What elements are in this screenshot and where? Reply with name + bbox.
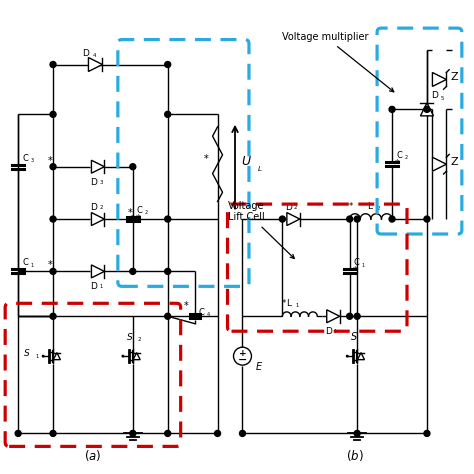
Circle shape: [50, 268, 56, 274]
Text: C: C: [137, 206, 143, 215]
Circle shape: [130, 164, 136, 170]
Text: $_4$: $_4$: [92, 51, 97, 60]
Text: E: E: [256, 362, 262, 372]
Circle shape: [50, 430, 56, 437]
Text: *: *: [352, 266, 357, 276]
Polygon shape: [91, 160, 104, 173]
Text: S: S: [351, 332, 357, 342]
Text: −: −: [238, 355, 247, 365]
Text: *: *: [136, 214, 140, 224]
Text: D: D: [91, 178, 97, 187]
Text: L: L: [367, 201, 372, 210]
Text: D: D: [91, 283, 97, 292]
Text: C: C: [22, 258, 28, 267]
Polygon shape: [420, 103, 433, 116]
Circle shape: [50, 62, 56, 67]
Circle shape: [389, 216, 395, 222]
Text: $_1$: $_1$: [333, 327, 338, 336]
Circle shape: [50, 111, 56, 118]
Text: C: C: [199, 308, 204, 317]
Text: C: C: [396, 151, 402, 160]
Text: $_1$: $_1$: [29, 261, 34, 270]
Circle shape: [389, 106, 395, 112]
Text: *: *: [128, 208, 133, 218]
Text: D: D: [285, 203, 292, 212]
Text: $_L$: $_L$: [257, 164, 263, 174]
Text: $_2$: $_2$: [144, 209, 149, 217]
Circle shape: [239, 430, 246, 437]
Circle shape: [164, 62, 171, 67]
Circle shape: [130, 216, 136, 222]
Circle shape: [354, 430, 360, 437]
Circle shape: [164, 216, 171, 222]
Polygon shape: [432, 73, 447, 86]
Text: $_3$: $_3$: [99, 178, 104, 187]
Polygon shape: [133, 353, 140, 360]
Text: *: *: [281, 299, 285, 308]
Circle shape: [215, 430, 220, 437]
Text: $_2$: $_2$: [403, 154, 408, 163]
Circle shape: [164, 268, 171, 274]
Circle shape: [346, 313, 353, 319]
Text: $U$: $U$: [241, 155, 252, 168]
Text: $_1$: $_1$: [295, 301, 301, 310]
Text: Voltage
Lift Cell: Voltage Lift Cell: [228, 201, 294, 258]
Text: L: L: [286, 299, 292, 308]
Circle shape: [424, 106, 430, 112]
Text: +: +: [239, 349, 246, 358]
Text: *: *: [348, 201, 353, 210]
Text: Z: Z: [451, 157, 458, 167]
Circle shape: [130, 430, 136, 437]
Text: S: S: [24, 349, 30, 358]
Polygon shape: [91, 212, 104, 226]
Text: *: *: [204, 154, 209, 164]
Circle shape: [279, 216, 285, 222]
Text: Z: Z: [451, 72, 458, 82]
Text: C: C: [22, 154, 28, 163]
Text: *: *: [395, 159, 400, 169]
Text: $_1$: $_1$: [35, 352, 39, 361]
Text: $_1$: $_1$: [361, 261, 366, 270]
Text: $_2$: $_2$: [99, 203, 104, 212]
Circle shape: [164, 430, 171, 437]
Text: *: *: [48, 156, 53, 166]
Polygon shape: [54, 353, 60, 360]
Text: $_1$: $_1$: [99, 283, 104, 292]
Circle shape: [50, 216, 56, 222]
Text: $_3$: $_3$: [29, 156, 35, 165]
Text: Voltage multiplier: Voltage multiplier: [283, 32, 394, 92]
Text: S: S: [127, 333, 133, 342]
Text: $_2$: $_2$: [376, 204, 381, 213]
Text: $_2$: $_2$: [137, 335, 142, 344]
Polygon shape: [89, 57, 102, 72]
Polygon shape: [357, 353, 365, 360]
Text: $_4$: $_4$: [206, 310, 211, 319]
Text: $(a)$: $(a)$: [84, 448, 101, 464]
Text: $_2$: $_2$: [293, 203, 298, 212]
Circle shape: [354, 313, 360, 319]
Polygon shape: [327, 310, 340, 323]
Circle shape: [130, 268, 136, 274]
Circle shape: [15, 430, 21, 437]
Polygon shape: [91, 265, 104, 278]
Text: D: D: [325, 327, 332, 336]
Text: D: D: [91, 203, 97, 212]
Circle shape: [354, 216, 360, 222]
Text: *: *: [48, 260, 53, 270]
Text: *: *: [184, 301, 189, 311]
Circle shape: [424, 216, 430, 222]
Text: $_5$: $_5$: [440, 94, 445, 103]
Text: D: D: [431, 91, 438, 100]
Circle shape: [164, 111, 171, 118]
Circle shape: [424, 430, 430, 437]
Polygon shape: [287, 212, 300, 226]
Text: C: C: [354, 258, 360, 267]
Text: D: D: [82, 48, 89, 57]
Circle shape: [346, 216, 353, 222]
Circle shape: [164, 313, 171, 319]
Circle shape: [50, 164, 56, 170]
Circle shape: [50, 313, 56, 319]
Polygon shape: [432, 157, 447, 171]
Text: $(b)$: $(b)$: [346, 448, 364, 464]
